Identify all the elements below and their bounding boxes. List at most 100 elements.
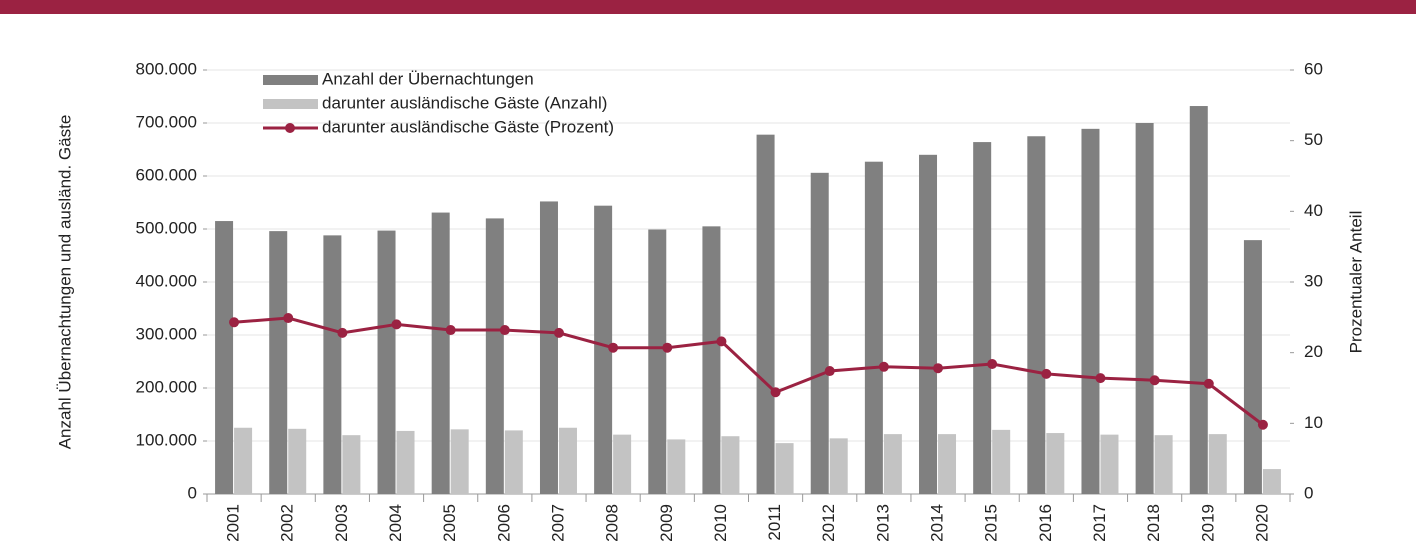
x-tick-label: 2017	[1090, 504, 1109, 542]
y-tick-label: 200.000	[136, 377, 197, 396]
x-tick-label: 2001	[224, 504, 243, 542]
bar	[1081, 128, 1100, 494]
x-tick-label: 2015	[982, 504, 1001, 542]
line-point	[824, 366, 835, 377]
line-point	[662, 342, 673, 353]
bar	[721, 436, 740, 494]
bar	[775, 443, 794, 494]
y2-axis-title: Prozentualer Anteil	[1346, 211, 1365, 354]
bar	[323, 235, 342, 495]
bar	[215, 221, 234, 495]
bar	[504, 430, 523, 494]
bar	[648, 229, 667, 494]
bar	[539, 201, 558, 494]
x-tick-label: 2007	[548, 504, 567, 542]
line	[233, 316, 1264, 426]
y2-tick-label: 10	[1304, 413, 1323, 432]
y2-tick-label: 40	[1304, 201, 1323, 220]
bar	[431, 212, 450, 494]
bar	[1208, 434, 1227, 494]
legend-marker	[285, 123, 295, 133]
legend-label: Anzahl der Übernachtungen	[322, 69, 534, 88]
x-tick-label: 2013	[873, 504, 892, 542]
bar	[450, 429, 469, 494]
bar	[992, 429, 1011, 494]
x-tick-label: 2011	[765, 504, 784, 541]
bar	[973, 142, 992, 494]
x-tick-label: 2010	[711, 504, 730, 542]
bar	[1154, 435, 1173, 494]
x-tick-label: 2003	[332, 504, 351, 542]
legend-swatch	[263, 75, 318, 85]
x-tick-label: 2008	[603, 504, 622, 542]
bar	[485, 218, 504, 494]
bar	[1027, 136, 1046, 494]
line-point	[445, 325, 456, 336]
y2-tick-label: 30	[1304, 271, 1323, 290]
bar	[1243, 240, 1262, 494]
line-point	[1149, 375, 1160, 386]
x-tick-label: 2014	[928, 504, 947, 542]
bar	[342, 435, 361, 494]
bar	[1189, 106, 1208, 494]
y2-tick-label: 0	[1304, 483, 1313, 502]
legend-swatch	[263, 99, 318, 109]
line-point	[987, 358, 998, 369]
line-point	[337, 327, 348, 338]
line-point	[716, 336, 727, 347]
line-point	[770, 387, 781, 398]
bar	[234, 427, 253, 494]
y-tick-label: 100.000	[136, 430, 197, 449]
line-point	[553, 327, 564, 338]
y2-tick-label: 20	[1304, 342, 1323, 361]
line-point	[499, 325, 510, 336]
line-point	[933, 363, 944, 374]
bar	[377, 230, 396, 494]
x-tick-label: 2005	[440, 504, 459, 542]
x-tick-label: 2009	[657, 504, 676, 542]
legend-label: darunter ausländische Gäste (Anzahl)	[322, 93, 607, 112]
line-point	[878, 361, 889, 372]
bar	[810, 172, 829, 494]
y-tick-label: 600.000	[136, 165, 197, 184]
y-tick-label: 400.000	[136, 271, 197, 290]
x-tick-label: 2006	[494, 504, 513, 542]
y-tick-label: 700.000	[136, 112, 197, 131]
bar	[883, 434, 902, 494]
bar	[269, 231, 288, 494]
bar	[288, 428, 307, 494]
line-point	[283, 313, 294, 324]
line-point	[608, 342, 619, 353]
y2-tick-label: 50	[1304, 130, 1323, 149]
legend-label: darunter ausländische Gäste (Prozent)	[322, 117, 614, 136]
line-point	[229, 317, 240, 328]
bar	[756, 134, 775, 494]
header-bar	[0, 0, 1416, 14]
bar	[829, 438, 848, 494]
y-tick-label: 500.000	[136, 218, 197, 237]
x-tick-label: 2004	[386, 504, 405, 542]
x-tick-label: 2002	[278, 504, 297, 542]
line-point	[1041, 368, 1052, 379]
line-point	[391, 319, 402, 330]
bar	[396, 430, 415, 494]
x-tick-label: 2012	[819, 504, 838, 542]
x-tick-label: 2019	[1198, 504, 1217, 542]
bar	[864, 161, 883, 494]
y2-tick-label: 60	[1304, 59, 1323, 78]
bar	[1135, 123, 1154, 494]
x-tick-label: 2016	[1036, 504, 1055, 542]
line-point	[1203, 378, 1214, 389]
bar	[594, 205, 613, 494]
bar	[1262, 469, 1281, 494]
line-point	[1257, 419, 1268, 430]
bar	[1100, 434, 1119, 494]
x-tick-label: 2018	[1144, 504, 1163, 542]
y-tick-label: 0	[188, 483, 197, 502]
line-point	[1095, 373, 1106, 384]
y-tick-label: 800.000	[136, 59, 197, 78]
bar	[702, 226, 721, 494]
bar	[558, 427, 577, 494]
bar	[1046, 433, 1065, 494]
